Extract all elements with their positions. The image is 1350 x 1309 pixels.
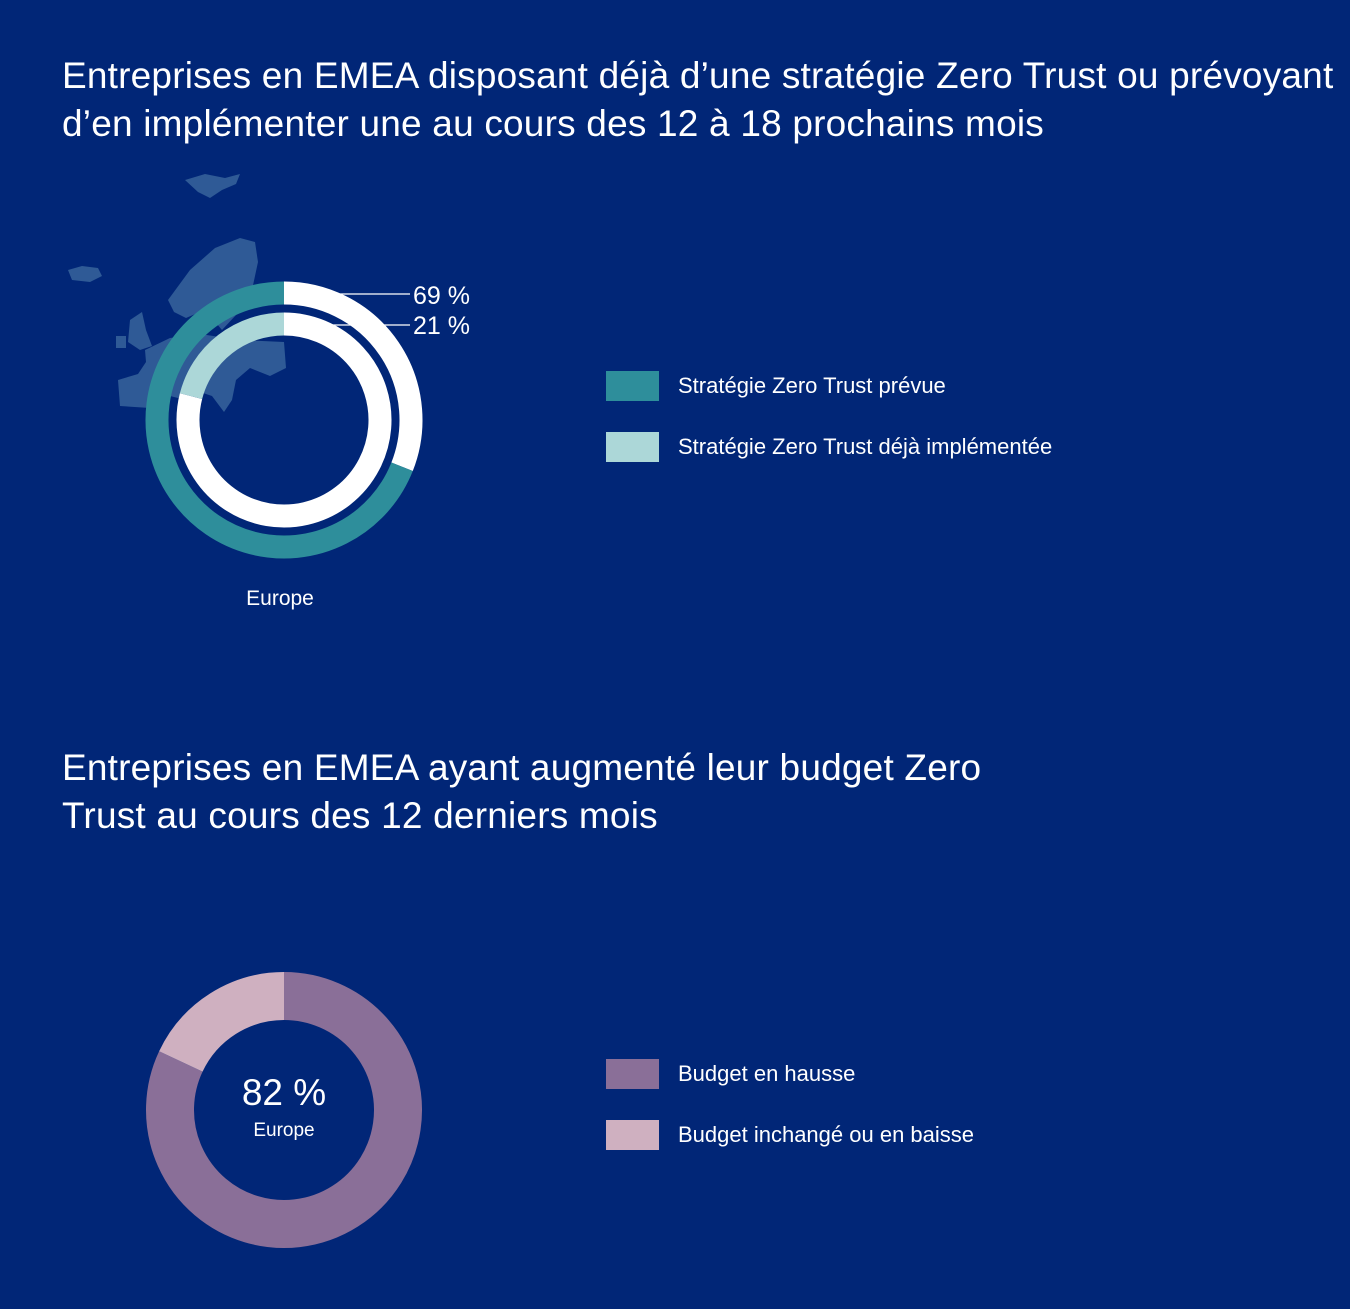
legend-swatch-planned <box>606 371 659 401</box>
legend-label: Stratégie Zero Trust déjà implémentée <box>678 434 1053 459</box>
data-label-implemented: 21 % <box>413 312 470 340</box>
legend-item-planned: Stratégie Zero Trust prévue <box>606 371 1052 401</box>
chart1-legend: Stratégie Zero Trust prévue Stratégie Ze… <box>606 371 1052 493</box>
legend-label: Stratégie Zero Trust prévue <box>678 373 946 398</box>
slice-budget-increase <box>146 972 422 1248</box>
chart1-title: Entreprises en EMEA disposant déjà d’une… <box>62 55 1334 144</box>
chart2-center-value: 82 % <box>241 1072 327 1113</box>
legend-item-unchanged: Budget inchangé ou en baisse <box>606 1120 974 1150</box>
legend-item-increase: Budget en hausse <box>606 1059 974 1089</box>
data-label-planned: 69 % <box>413 282 470 310</box>
leader-lines <box>284 293 410 326</box>
legend-swatch-implemented <box>606 432 659 462</box>
chart1-rings <box>145 281 423 559</box>
legend-swatch-unchanged <box>606 1120 659 1150</box>
inner-ring-implemented-arc <box>179 312 285 400</box>
legend-label: Budget inchangé ou en baisse <box>678 1122 975 1147</box>
outer-ring-planned-arc <box>145 281 413 559</box>
chart1-region-label: Europe <box>246 587 314 610</box>
slice-budget-unchanged <box>159 972 285 1073</box>
outer-ring-remainder <box>283 281 423 471</box>
chart2-region-label: Europe <box>253 1120 315 1141</box>
legend-label: Budget en hausse <box>678 1061 856 1086</box>
inner-ring-remainder <box>176 312 392 528</box>
legend-item-implemented: Stratégie Zero Trust déjà implémentée <box>606 432 1052 462</box>
chart2-donut <box>146 972 422 1248</box>
chart2-title: Entreprises en EMEA ayant augmenté leur … <box>62 747 982 836</box>
chart2-legend: Budget en hausse Budget inchangé ou en b… <box>606 1059 974 1181</box>
legend-swatch-increase <box>606 1059 659 1089</box>
